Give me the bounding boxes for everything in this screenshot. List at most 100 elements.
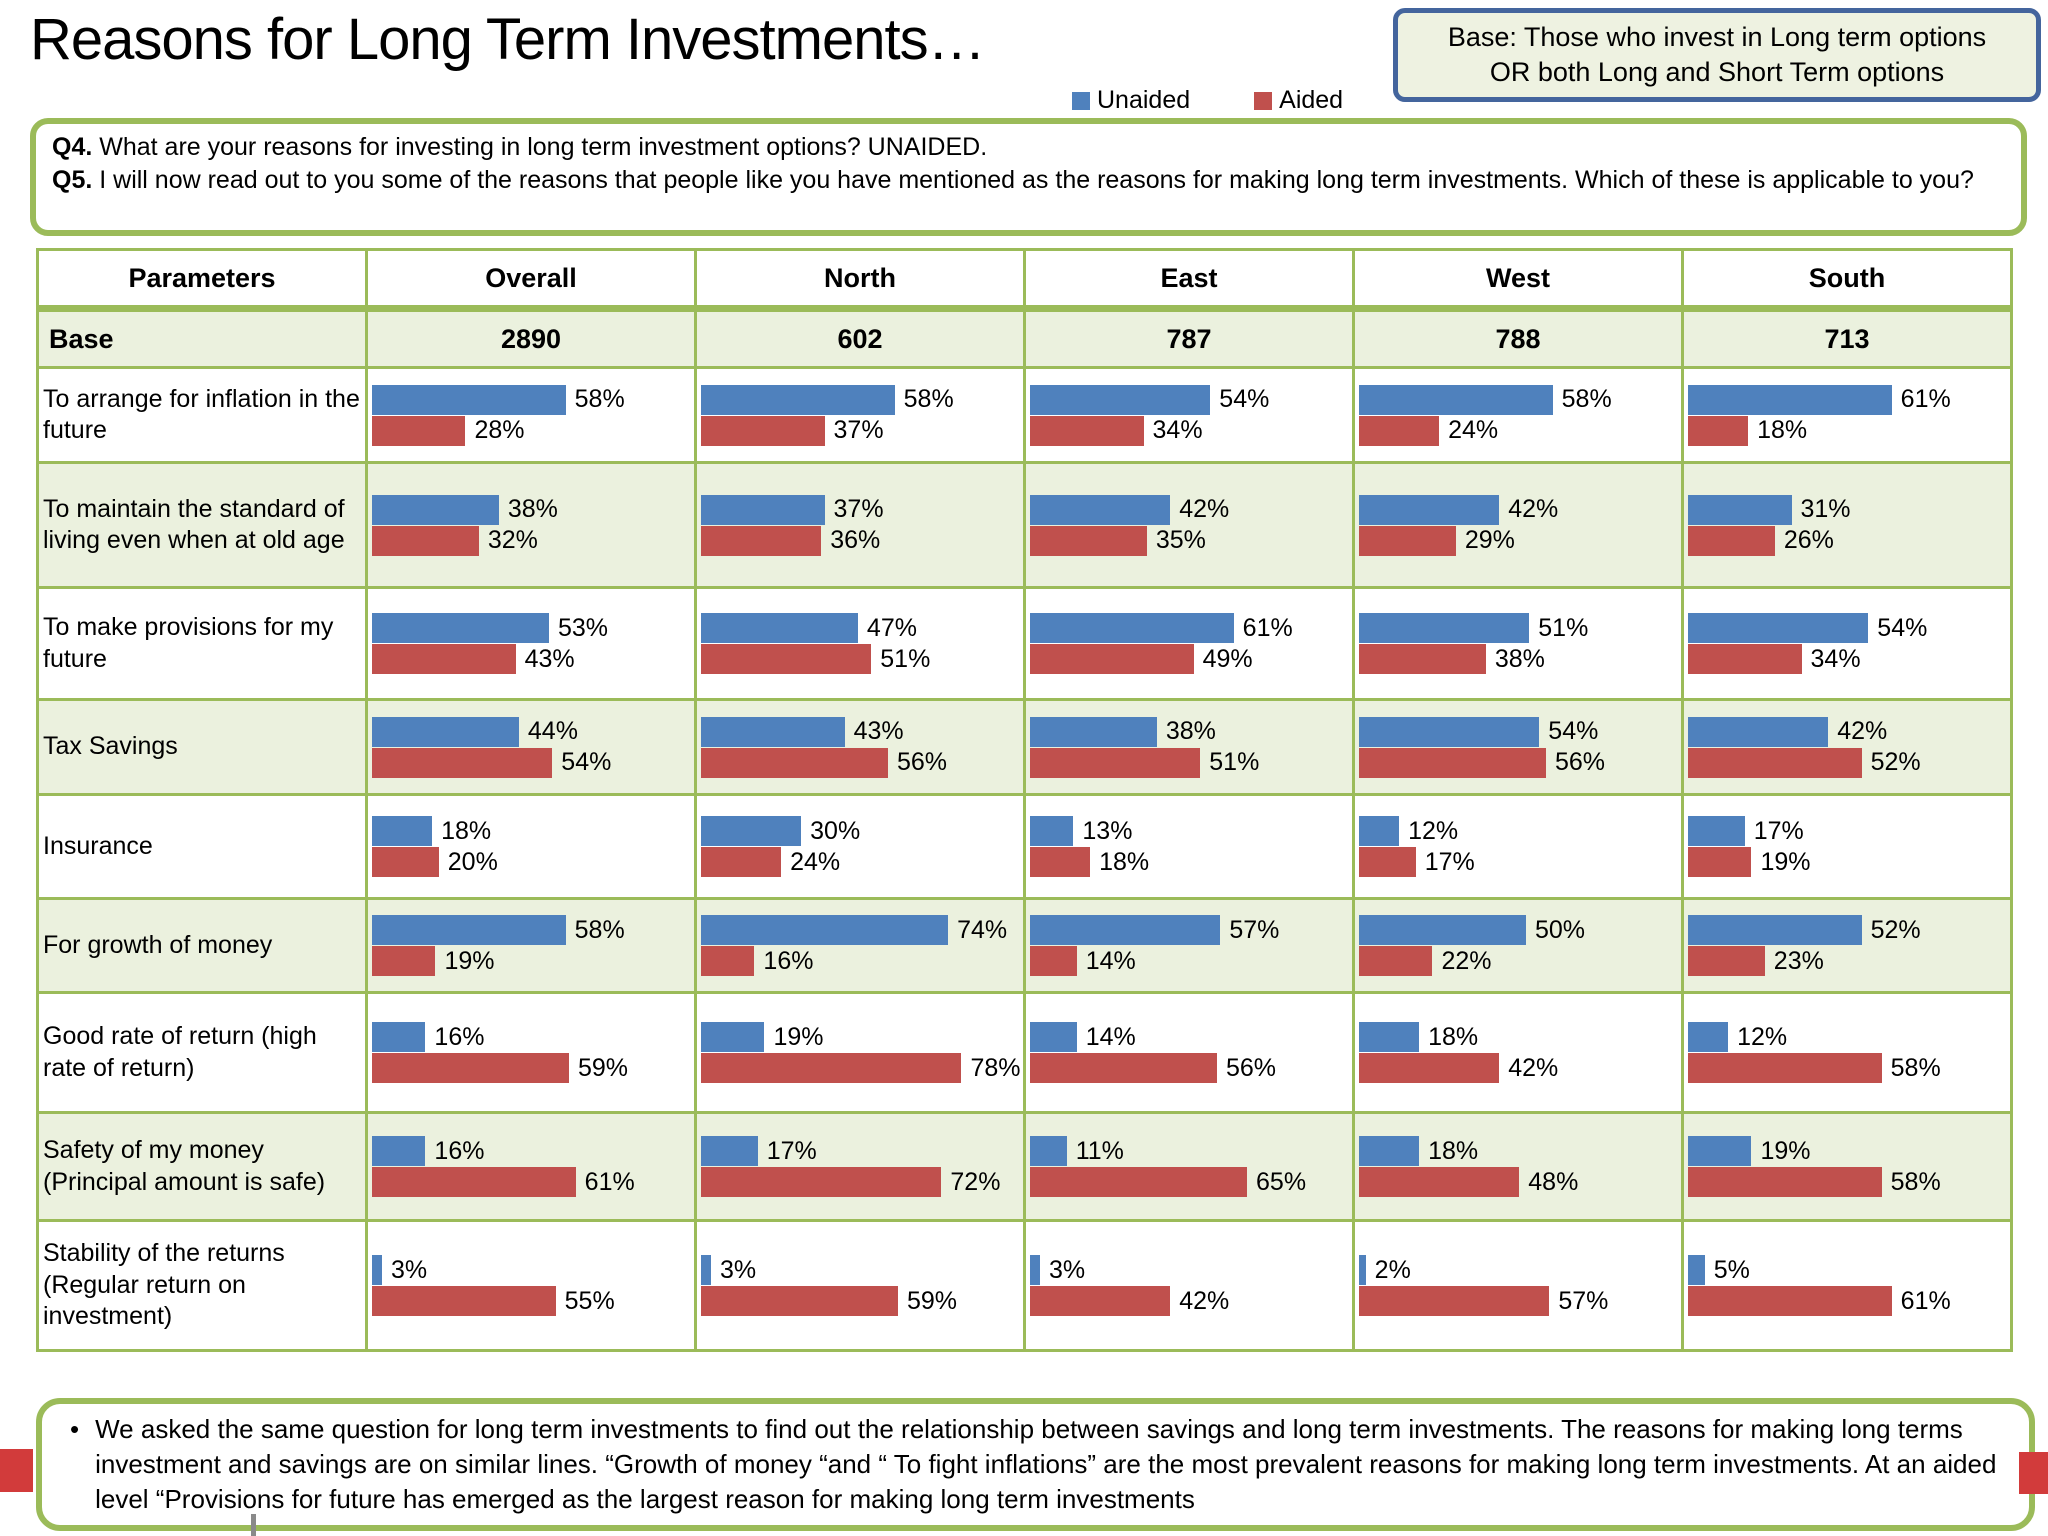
chart-cell: 3% 55%	[365, 1219, 697, 1352]
unaided-bar	[372, 613, 549, 643]
unaided-swatch-icon	[1072, 91, 1090, 110]
unaided-bar	[701, 494, 825, 525]
header-cell: East	[1023, 248, 1355, 312]
aided-bar	[1359, 847, 1416, 877]
aided-value: 51%	[880, 644, 931, 673]
unaided-bar	[1030, 816, 1074, 846]
base-note-box: Base: Those who invest in Long term opti…	[1393, 8, 2041, 102]
unaided-bar	[1359, 613, 1530, 643]
question-box: Q4. What are your reasons for investing …	[30, 118, 2027, 236]
aided-bar	[372, 1167, 576, 1197]
unaided-value: 19%	[773, 1022, 824, 1051]
aided-bar	[1688, 847, 1752, 877]
bullet-icon: •	[70, 1414, 80, 1444]
unaided-value: 18%	[1428, 1022, 1479, 1051]
aided-value: 14%	[1085, 946, 1136, 975]
unaided-bar	[1030, 1255, 1041, 1285]
aided-bar	[372, 415, 466, 446]
chart-cell: 12% 17%	[1352, 793, 1684, 900]
aided-value: 35%	[1155, 526, 1206, 554]
aided-value: 23%	[1773, 946, 1824, 975]
unaided-bar	[1359, 384, 1553, 415]
aided-value: 22%	[1441, 946, 1492, 975]
row-label: Insurance	[36, 793, 368, 900]
unaided-bar	[1030, 915, 1221, 945]
unaided-bar	[701, 613, 858, 643]
left-red-accent	[0, 1449, 33, 1492]
unaided-value: 54%	[1548, 717, 1599, 745]
unaided-bar	[1688, 494, 1792, 525]
chart-cell: 30% 24%	[694, 793, 1026, 900]
aided-value: 58%	[1890, 1167, 1941, 1196]
unaided-bar	[701, 1255, 712, 1285]
aided-bar	[1030, 525, 1147, 556]
question-q4-prefix: Q4.	[52, 133, 93, 161]
unaided-value: 16%	[434, 1022, 485, 1051]
unaided-value: 17%	[766, 1136, 817, 1165]
aided-bar	[1359, 525, 1456, 556]
unaided-bar	[1688, 1022, 1729, 1052]
chart-cell: 5% 61%	[1681, 1219, 2013, 1352]
unaided-value: 16%	[434, 1136, 485, 1165]
chart-cell: 17% 19%	[1681, 793, 2013, 900]
aided-value: 54%	[561, 748, 612, 776]
aided-value: 24%	[1448, 416, 1499, 444]
chart-cell: 58% 28%	[365, 366, 697, 464]
unaided-value: 31%	[1800, 495, 1851, 523]
unaided-bar	[701, 915, 949, 945]
unaided-bar	[701, 716, 845, 747]
page-title: Reasons for Long Term Investments…	[30, 7, 986, 72]
base-cell: 602	[694, 307, 1026, 369]
aided-bar	[701, 847, 782, 877]
legend-unaided-label: Unaided	[1097, 86, 1191, 114]
chart-cell: 17% 72%	[694, 1111, 1026, 1222]
aided-bar	[1688, 1167, 1882, 1197]
aided-bar	[372, 644, 516, 674]
aided-swatch-icon	[1254, 91, 1273, 110]
aided-bar	[1030, 946, 1077, 976]
unaided-value: 43%	[853, 717, 904, 745]
header-cell: South	[1681, 248, 2013, 312]
aided-value: 19%	[444, 946, 495, 975]
aided-value: 32%	[487, 526, 538, 554]
aided-value: 51%	[1209, 748, 1260, 776]
aided-value: 65%	[1256, 1167, 1307, 1196]
aided-bar	[1688, 1286, 1892, 1316]
unaided-value: 54%	[1877, 613, 1928, 642]
unaided-bar	[1688, 384, 1892, 415]
row-label: To maintain the standard of living even …	[36, 461, 368, 589]
unaided-bar	[1688, 716, 1829, 747]
question-q5: Q5. I will now read out to you some of t…	[52, 164, 2005, 197]
chart-cell: 58% 37%	[694, 366, 1026, 464]
aided-value: 16%	[763, 946, 814, 975]
unaided-value: 5%	[1713, 1255, 1750, 1284]
unaided-value: 58%	[574, 915, 625, 944]
aided-bar	[372, 747, 553, 778]
aided-bar	[1688, 1053, 1882, 1083]
row-label: For growth of money	[36, 897, 368, 994]
aided-value: 34%	[1152, 416, 1203, 444]
chart-cell: 58% 24%	[1352, 366, 1684, 464]
chart-cell: 2% 57%	[1352, 1219, 1684, 1352]
chart-cell: 54% 34%	[1023, 366, 1355, 464]
unaided-value: 14%	[1085, 1022, 1136, 1051]
chart-cell: 16% 59%	[365, 991, 697, 1114]
unaided-bar	[1359, 716, 1540, 747]
aided-bar	[1359, 1286, 1550, 1316]
unaided-bar	[372, 716, 519, 747]
aided-value: 48%	[1528, 1167, 1579, 1196]
aided-bar	[1688, 747, 1862, 778]
aided-value: 20%	[447, 847, 498, 876]
aided-bar	[1030, 1286, 1171, 1316]
chart-cell: 42% 35%	[1023, 461, 1355, 589]
aided-value: 78%	[970, 1053, 1021, 1082]
aided-bar	[1359, 946, 1433, 976]
footer-note-text: We asked the same question for long term…	[95, 1414, 1997, 1515]
unaided-value: 58%	[574, 385, 625, 413]
aided-bar	[1030, 847, 1091, 877]
unaided-bar	[1359, 1136, 1420, 1166]
aided-value: 57%	[1558, 1286, 1609, 1315]
chart-cell: 3% 59%	[694, 1219, 1026, 1352]
unaided-bar	[701, 1022, 765, 1052]
aided-value: 58%	[1890, 1053, 1941, 1082]
